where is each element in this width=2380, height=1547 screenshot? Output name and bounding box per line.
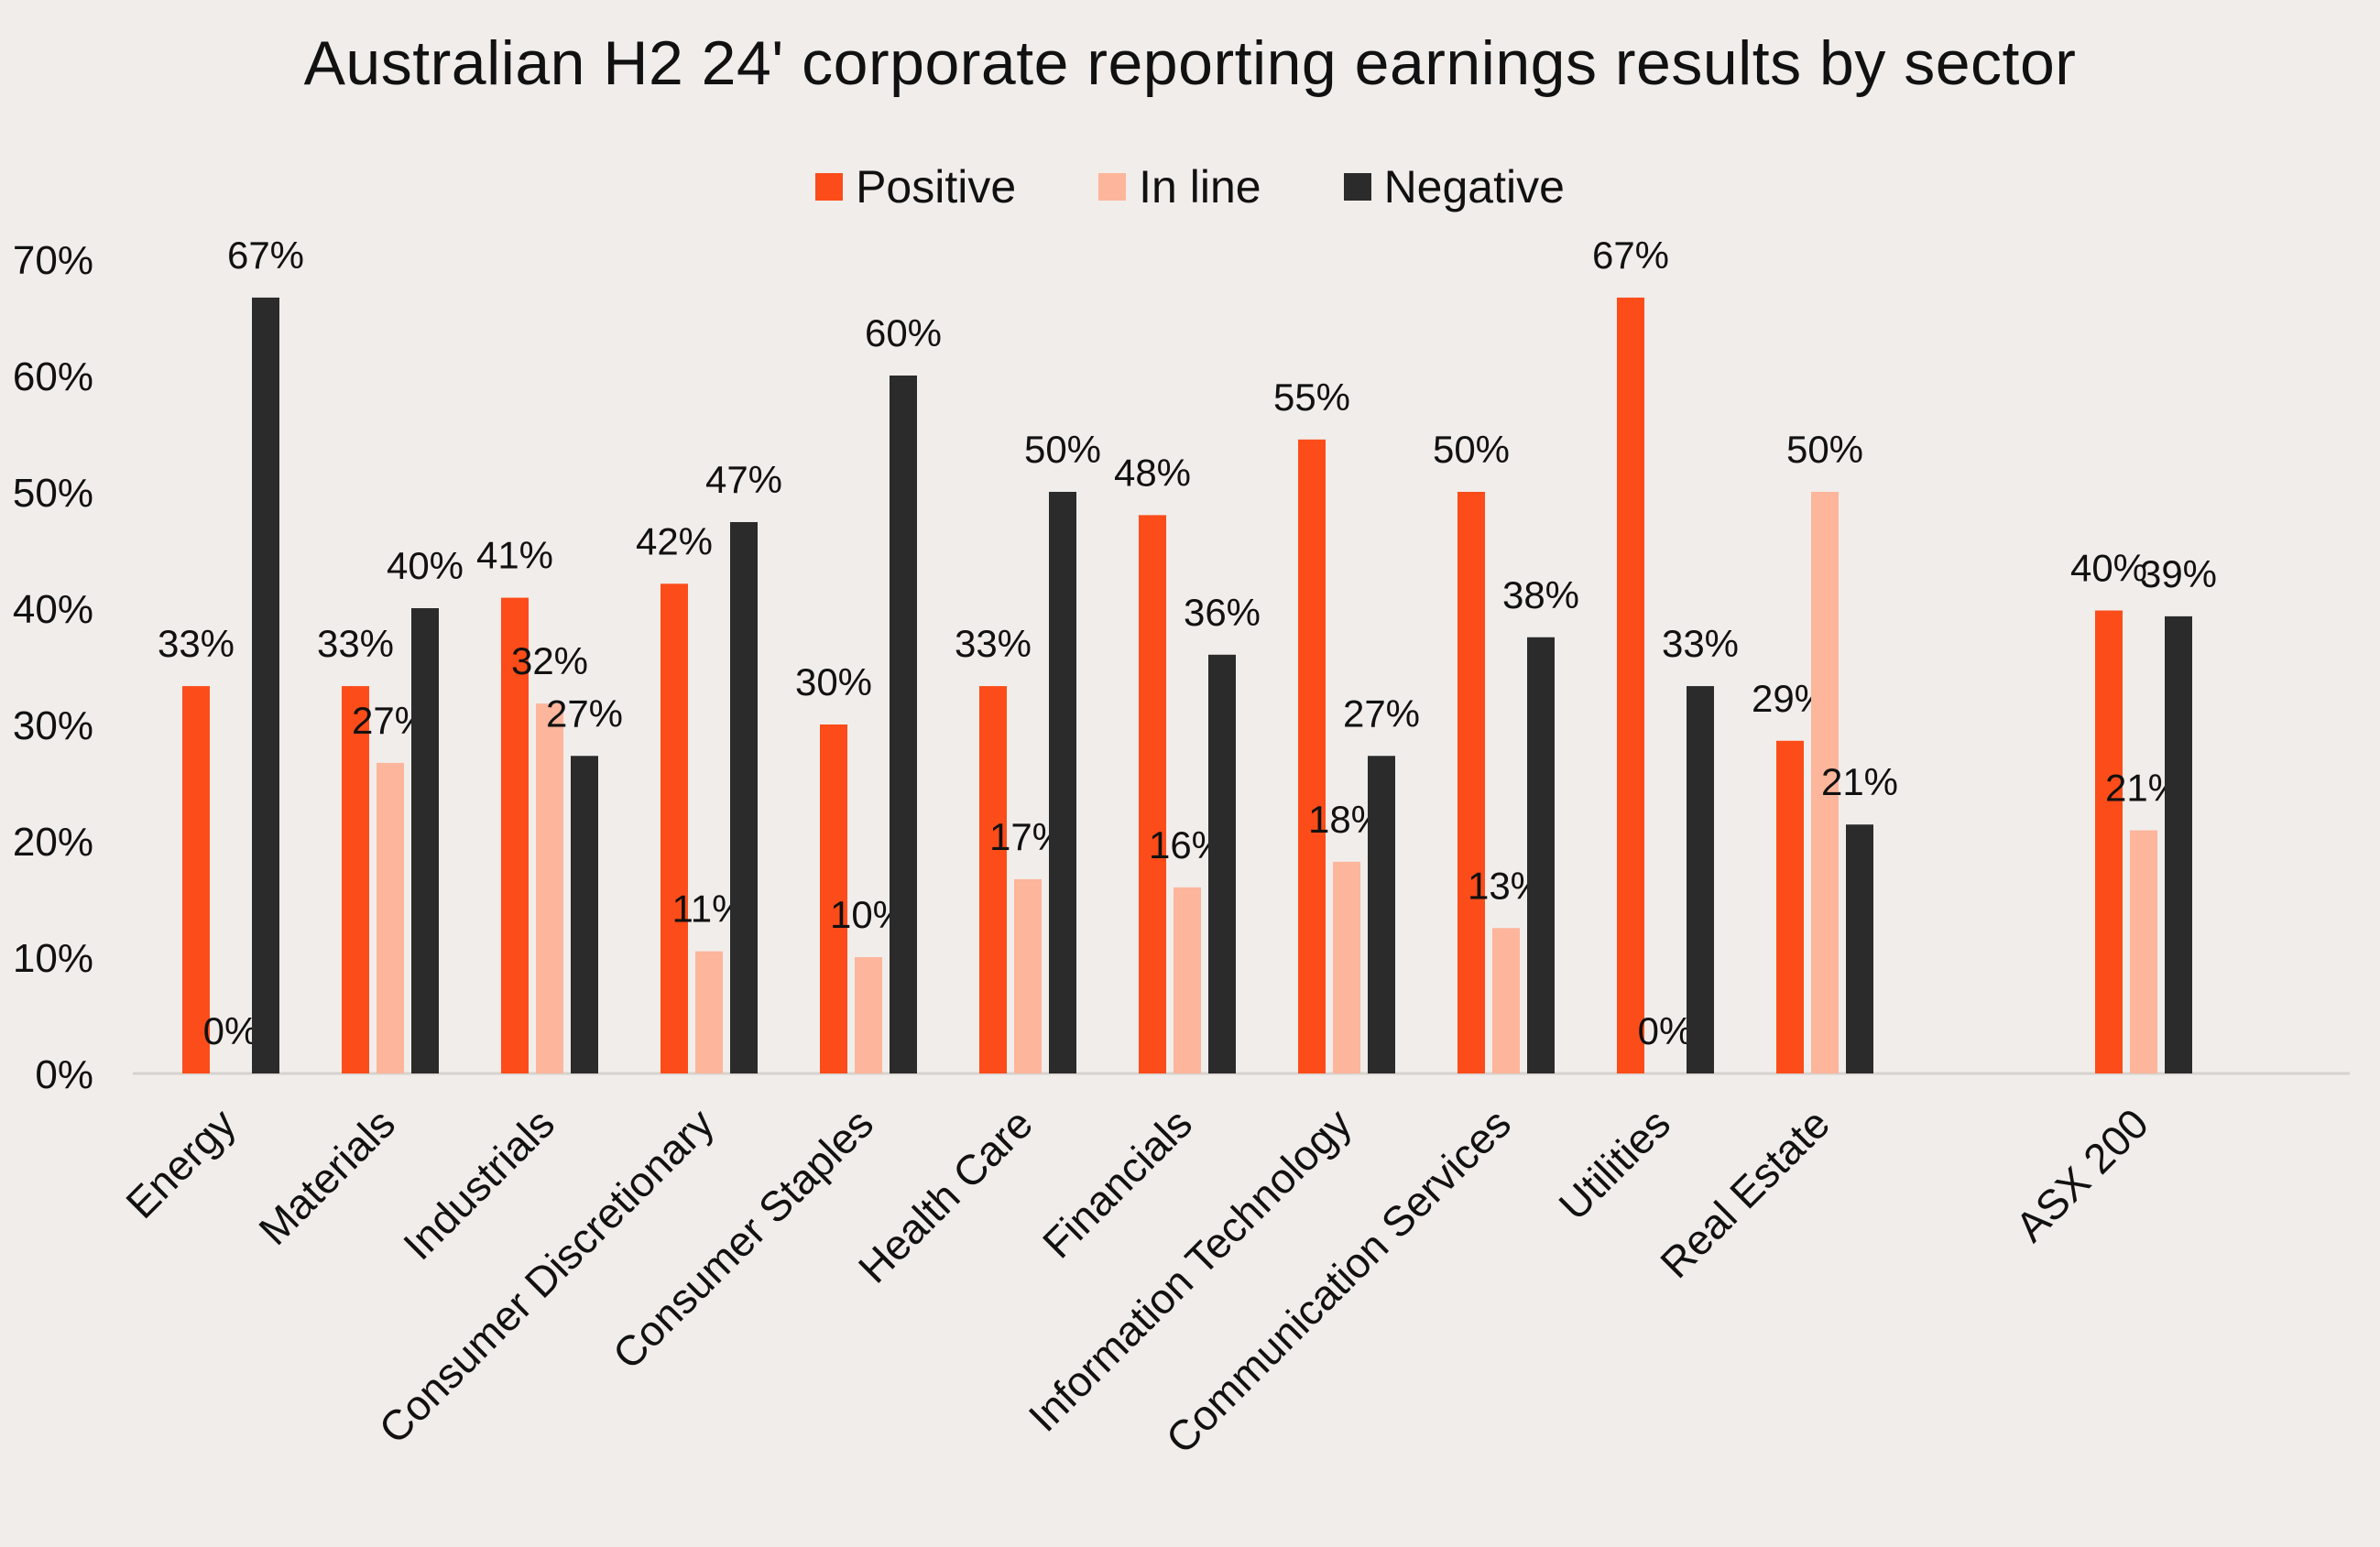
data-label-positive-asx-200: 40% — [2070, 547, 2147, 590]
bar-positive-asx-200 — [2095, 610, 2123, 1073]
data-label-positive-industrials: 41% — [476, 534, 553, 577]
x-tick-label-materials: Materials — [249, 1099, 404, 1254]
data-label-negative-financials: 36% — [1184, 591, 1261, 634]
data-label-in-line-utilities: 0% — [1638, 1009, 1694, 1052]
data-label-positive-communication-services: 50% — [1433, 428, 1510, 471]
data-label-negative-information-technology: 27% — [1343, 692, 1420, 735]
data-label-positive-materials: 33% — [317, 622, 394, 665]
data-label-negative-materials: 40% — [387, 544, 464, 587]
bar-negative-industrials — [571, 756, 598, 1073]
legend-swatch-in-line — [1098, 173, 1127, 201]
legend-item-in-line: In line — [1098, 160, 1261, 213]
bar-in-line-consumer-staples — [855, 957, 882, 1073]
x-tick-label-consumer-discretionary: Consumer Discretionary — [369, 1099, 723, 1453]
bar-positive-consumer-staples — [820, 724, 847, 1073]
x-tick-label-energy: Energy — [116, 1099, 245, 1227]
bar-positive-health-care — [979, 686, 1007, 1073]
bar-negative-communication-services — [1527, 637, 1555, 1073]
bar-negative-financials — [1208, 654, 1236, 1073]
bar-in-line-real-estate — [1811, 492, 1839, 1073]
x-tick-label-industrials: Industrials — [394, 1099, 563, 1269]
bar-positive-information-technology — [1298, 439, 1326, 1074]
y-tick-label-0: 0% — [35, 1052, 93, 1097]
data-label-positive-energy: 33% — [158, 622, 235, 665]
legend-label-negative: Negative — [1383, 161, 1565, 212]
data-label-negative-energy: 67% — [227, 234, 304, 277]
x-tick-label-financials: Financials — [1033, 1099, 1201, 1267]
bar-negative-health-care — [1049, 492, 1076, 1073]
bar-in-line-materials — [377, 762, 404, 1073]
bar-positive-utilities — [1617, 297, 1644, 1073]
legend: Positive In line Negative — [0, 160, 2380, 213]
data-label-positive-utilities: 67% — [1592, 234, 1669, 277]
bar-positive-energy — [182, 686, 210, 1073]
bar-in-line-information-technology — [1333, 861, 1360, 1073]
bar-positive-consumer-discretionary — [661, 583, 688, 1073]
data-label-positive-consumer-discretionary: 42% — [636, 519, 713, 562]
bar-in-line-asx-200 — [2130, 830, 2157, 1073]
y-tick-label-40: 40% — [13, 587, 93, 632]
y-tick-label-30: 30% — [13, 703, 93, 748]
data-label-in-line-industrials: 32% — [511, 639, 588, 682]
bar-positive-communication-services — [1457, 492, 1485, 1073]
bar-negative-utilities — [1687, 686, 1714, 1073]
x-tick-label-utilities: Utilities — [1549, 1099, 1679, 1229]
bar-negative-consumer-discretionary — [730, 522, 758, 1073]
bar-negative-information-technology — [1368, 756, 1395, 1073]
bar-positive-financials — [1139, 515, 1166, 1073]
x-tick-label-information-technology: Information Technology — [1020, 1099, 1360, 1440]
bar-negative-materials — [411, 608, 439, 1073]
bar-negative-consumer-staples — [890, 376, 917, 1073]
legend-swatch-negative — [1343, 173, 1371, 201]
data-label-negative-utilities: 33% — [1662, 622, 1739, 665]
legend-label-positive: Positive — [856, 161, 1017, 212]
data-label-negative-real-estate: 21% — [1821, 760, 1898, 803]
x-tick-label-health-care: Health Care — [849, 1099, 1042, 1291]
x-tick-label-real-estate: Real Estate — [1651, 1099, 1839, 1287]
bar-positive-real-estate — [1776, 740, 1804, 1073]
data-label-positive-information-technology: 55% — [1273, 376, 1350, 419]
y-tick-label-70: 70% — [13, 238, 93, 283]
legend-item-negative: Negative — [1343, 160, 1565, 213]
data-label-negative-asx-200: 39% — [2140, 552, 2217, 595]
legend-label-in-line: In line — [1139, 161, 1261, 212]
bar-positive-materials — [342, 686, 369, 1073]
data-label-positive-consumer-staples: 30% — [795, 660, 872, 703]
data-label-positive-financials: 48% — [1114, 451, 1191, 494]
data-label-in-line-real-estate: 50% — [1786, 428, 1863, 471]
bar-negative-real-estate — [1846, 824, 1873, 1073]
y-tick-label-50: 50% — [13, 471, 93, 516]
data-label-negative-consumer-discretionary: 47% — [705, 458, 782, 501]
x-tick-label-consumer-staples: Consumer Staples — [604, 1099, 882, 1378]
y-tick-label-60: 60% — [13, 354, 93, 399]
data-label-negative-consumer-staples: 60% — [865, 311, 942, 354]
bar-positive-industrials — [501, 597, 529, 1073]
bar-in-line-consumer-discretionary — [695, 951, 723, 1073]
bar-negative-asx-200 — [2165, 616, 2192, 1073]
bar-in-line-industrials — [536, 703, 563, 1073]
bar-negative-energy — [252, 297, 279, 1073]
y-tick-label-10: 10% — [13, 936, 93, 981]
bar-in-line-communication-services — [1492, 928, 1520, 1073]
data-label-positive-health-care: 33% — [955, 622, 1032, 665]
bar-in-line-health-care — [1014, 878, 1042, 1073]
legend-swatch-positive — [815, 173, 844, 201]
data-label-negative-communication-services: 38% — [1502, 573, 1579, 616]
data-label-in-line-energy: 0% — [203, 1009, 259, 1052]
y-tick-label-20: 20% — [13, 820, 93, 865]
x-tick-label-asx-200: ASX 200 — [2006, 1099, 2157, 1250]
bar-in-line-financials — [1174, 887, 1201, 1073]
legend-item-positive: Positive — [815, 160, 1016, 213]
data-label-negative-health-care: 50% — [1024, 428, 1101, 471]
data-label-negative-industrials: 27% — [546, 692, 623, 735]
chart-title: Australian H2 24' corporate reporting ea… — [303, 28, 2077, 98]
